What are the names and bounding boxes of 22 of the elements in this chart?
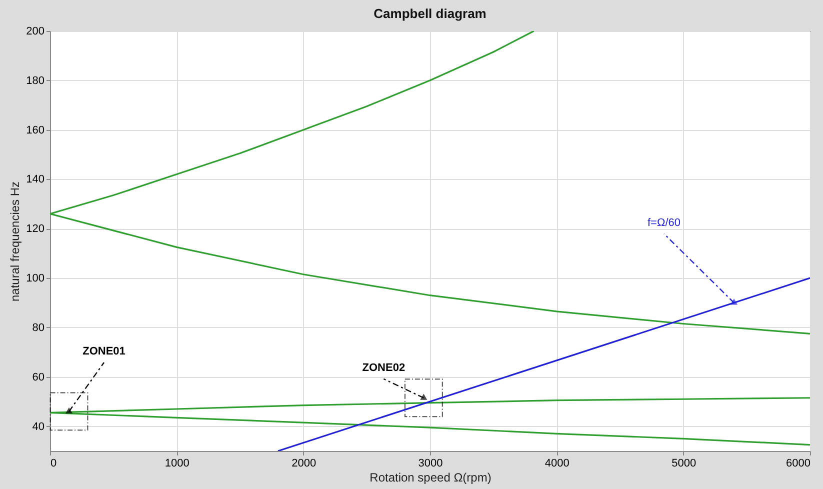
annotation: f=Ω/60 xyxy=(648,216,680,229)
y-tick-label: 80 xyxy=(32,322,44,334)
y-tick-label: 180 xyxy=(26,74,44,87)
x-tick-label: 3000 xyxy=(418,458,443,470)
x-tick-label: 6000 xyxy=(786,458,810,470)
chart-title: Campbell diagram xyxy=(374,6,486,21)
y-tick-label: 140 xyxy=(26,174,44,186)
x-axis-title: Rotation speed Ω(rpm) xyxy=(370,470,492,484)
x-tick-label: 4000 xyxy=(544,458,570,470)
y-tick-label: 60 xyxy=(32,371,44,384)
y-axis-title: natural frequencies Hz xyxy=(8,181,22,302)
x-tick-label: 2000 xyxy=(292,458,316,470)
y-tick-label: 40 xyxy=(32,420,44,433)
y-tick-label: 100 xyxy=(26,272,44,285)
annotation: ZONE02 xyxy=(362,362,406,374)
x-tick-label: 0 xyxy=(50,458,57,470)
annotation: ZONE01 xyxy=(82,345,126,358)
y-tick-label: 200 xyxy=(26,26,44,38)
x-tick-label: 5000 xyxy=(672,458,696,470)
y-tick-label: 120 xyxy=(26,223,44,236)
y-tick-label: 160 xyxy=(26,124,44,136)
x-tick-label: 1000 xyxy=(164,458,190,470)
